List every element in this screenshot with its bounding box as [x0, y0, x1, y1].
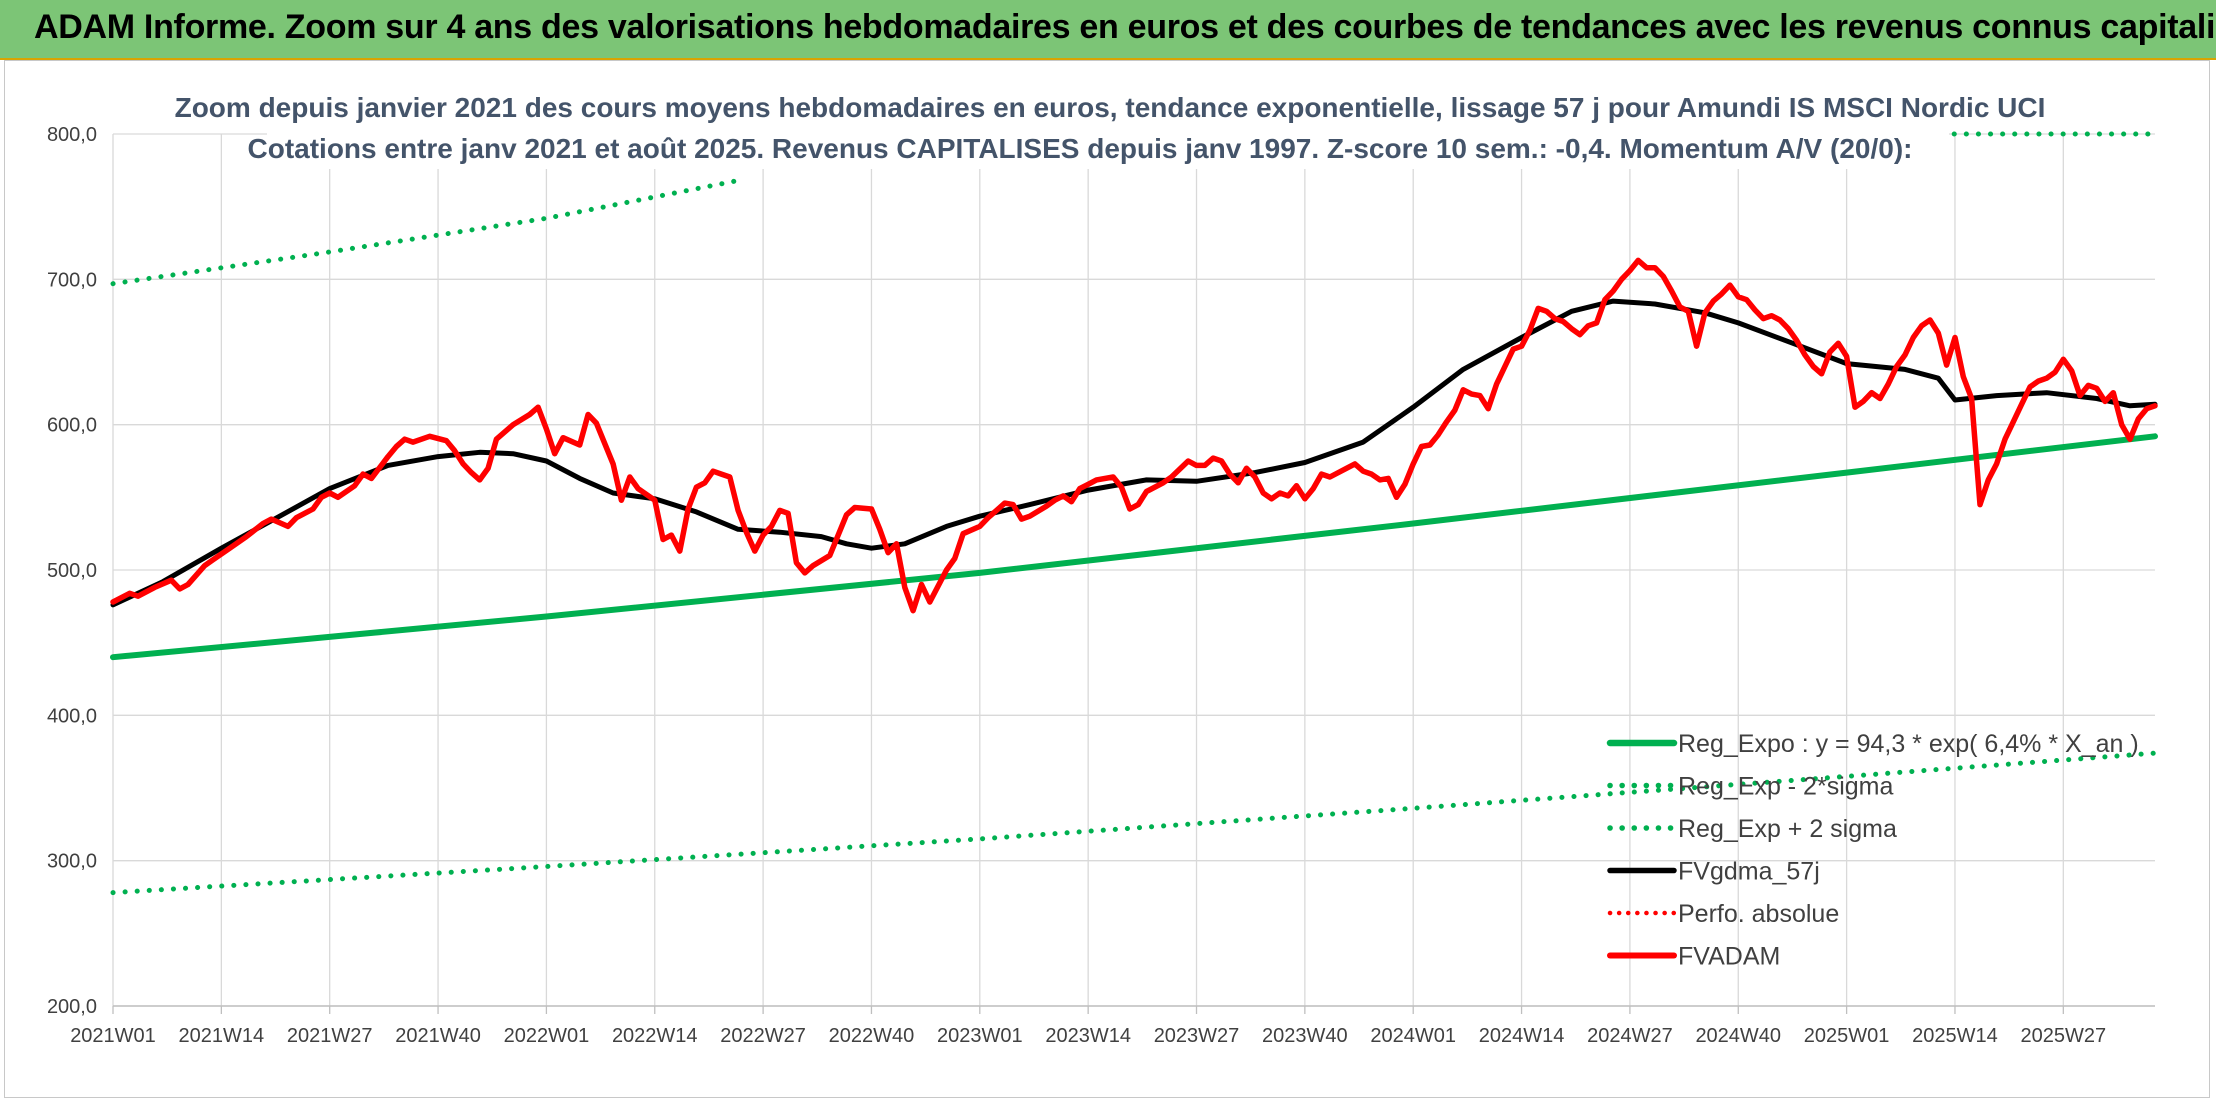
series-line-reg-expo — [110, 433, 2158, 661]
legend-label: Reg_Expo : y = 94,3 * exp( 6,4% * X_an ) — [1678, 730, 2139, 758]
x-tick-label: 2024W14 — [1479, 1025, 1565, 1047]
x-axis: 2021W01 2021W14 2021W27 2021W40 2022W01 2022W… — [70, 1025, 2106, 1047]
x-tick-label: 2024W27 — [1587, 1025, 1673, 1047]
y-tick-label: 500,0 — [47, 560, 97, 582]
y-tick-label: 700,0 — [47, 269, 97, 291]
legend-label: Reg_Exp - 2*sigma — [1678, 773, 1893, 801]
x-tick-label: 2022W27 — [720, 1025, 806, 1047]
chart-frame: 800,0 700,0 600,0 500,0 400,0 300,0 200,0 2021… — [4, 60, 2210, 1098]
x-tick-label: 2023W01 — [937, 1025, 1023, 1047]
y-tick-label: 300,0 — [47, 851, 97, 873]
series — [110, 131, 2158, 896]
legend-label: Perfo. absolue — [1678, 900, 1839, 928]
legend: Reg_Expo : y = 94,3 * exp( 6,4% * X_an )… — [1606, 730, 2139, 971]
line-chart: 800,0 700,0 600,0 500,0 400,0 300,0 200,0 2021… — [47, 87, 2158, 1047]
series-line-reg-exp-sigma — [110, 750, 2158, 896]
x-tick-label: 2022W40 — [829, 1025, 915, 1047]
chart-subtitle-line-2: Cotations entre janv 2021 et août 2025. … — [248, 133, 1913, 164]
x-tick-label: 2025W14 — [1912, 1025, 1998, 1047]
series-line-reg-exp-sigma — [110, 178, 741, 287]
y-axis: 800,0 700,0 600,0 500,0 400,0 300,0 200,0 — [47, 124, 97, 1018]
x-tick-label: 2022W14 — [612, 1025, 698, 1047]
page-title: ADAM Informe. Zoom sur 4 ans des valoris… — [34, 8, 2216, 46]
grid — [112, 133, 2155, 1014]
chart-subtitle-line-1: Zoom depuis janvier 2021 des cours moyen… — [175, 92, 2046, 123]
x-tick-label: 2023W40 — [1262, 1025, 1348, 1047]
legend-label: FVADAM — [1678, 943, 1780, 971]
y-tick-label: 800,0 — [47, 124, 97, 146]
title-banner: ADAM Informe. Zoom sur 4 ans des valoris… — [0, 0, 2216, 60]
legend-label: FVgdma_57j — [1678, 858, 1820, 886]
subtitle-backdrop — [267, 87, 1949, 169]
x-tick-label: 2025W27 — [2021, 1025, 2107, 1047]
x-tick-label: 2024W01 — [1370, 1025, 1456, 1047]
y-tick-label: 600,0 — [47, 415, 97, 437]
x-tick-label: 2021W14 — [179, 1025, 265, 1047]
x-tick-label: 2024W40 — [1695, 1025, 1781, 1047]
x-tick-label: 2021W27 — [287, 1025, 373, 1047]
x-tick-label: 2021W40 — [395, 1025, 481, 1047]
series-line-fvadam — [110, 257, 2158, 614]
y-tick-label: 200,0 — [47, 996, 97, 1018]
x-tick-label: 2025W01 — [1804, 1025, 1890, 1047]
y-tick-label: 400,0 — [47, 705, 97, 727]
x-tick-label: 2022W01 — [504, 1025, 590, 1047]
legend-label: Reg_Exp + 2 sigma — [1678, 815, 1897, 843]
x-tick-label: 2023W27 — [1154, 1025, 1240, 1047]
x-tick-label: 2021W01 — [70, 1025, 156, 1047]
series-line-fvgdma — [110, 298, 2158, 608]
x-tick-label: 2023W14 — [1045, 1025, 1131, 1047]
